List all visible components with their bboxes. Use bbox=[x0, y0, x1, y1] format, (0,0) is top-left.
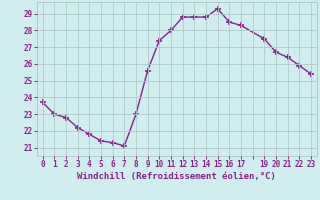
X-axis label: Windchill (Refroidissement éolien,°C): Windchill (Refroidissement éolien,°C) bbox=[77, 172, 276, 181]
